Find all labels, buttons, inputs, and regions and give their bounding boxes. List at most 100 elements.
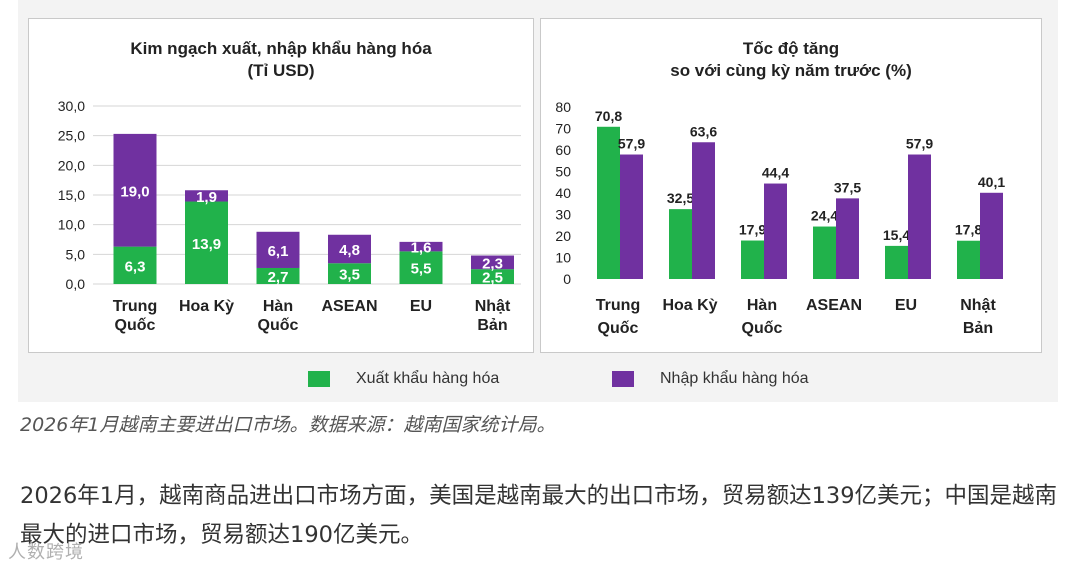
bar-value-label: 2,5 [482,270,503,287]
y-tick-label: 50 [555,164,571,180]
bar-import [185,190,228,202]
y-tick-label: 5,0 [66,246,86,262]
bar-export [328,263,371,284]
y-tick-label: 30 [555,207,571,223]
trade-value-stacked-bar-chart: 0,0 5,0 10,0 15,0 20,0 25,0 30,0 6,3 19,0 Trung Qu… [58,98,521,334]
x-category-label: ASEAN [806,297,862,314]
x-category-label: Nhật [960,297,996,314]
figure-caption: 2026年1月越南主要进出口市场。数据来源：越南国家统计局。 [20,414,556,436]
y-tick-label: 70 [555,121,571,137]
bar-value-label: 6,1 [268,243,289,260]
x-category-label: Bản [477,317,507,334]
legend-label-export: Xuất khẩu hàng hóa [356,370,500,387]
bar-export [741,240,764,279]
chart-title-right-line2: so với cùng kỳ năm trước (%) [670,61,912,80]
x-category-label: Bản [963,320,993,337]
bar-value-label: 6,3 [125,258,146,275]
y-tick-label: 0,0 [66,276,86,292]
bar-export [957,240,980,279]
x-category-label: Hoa Kỳ [662,297,717,314]
y-tick-label: 80 [555,99,571,115]
y-tick-label: 15,0 [58,187,85,203]
legend-swatch-export [308,371,330,387]
bar-value-label: 40,1 [978,174,1005,190]
watermark: 人数跨境 [8,542,84,563]
x-category-label: Quốc [115,317,156,334]
bar-value-label: 15,4 [883,227,910,243]
bar-value-label: 17,9 [739,222,766,238]
chart-title-right-line1: Tốc độ tăng [742,39,840,58]
y-tick-label: 25,0 [58,128,85,144]
bar-value-label: 57,9 [906,136,933,152]
bar-import [620,154,643,279]
y-tick-label: 20,0 [58,157,85,173]
bar-import [399,241,443,252]
x-category-label: Quốc [742,320,783,337]
x-category-label: EU [895,297,917,314]
bar-export [256,267,300,284]
y-tick-label: 40 [555,185,571,201]
bar-value-label: 44,4 [762,165,789,181]
bar-import [692,142,715,279]
bar-value-label: 2,7 [268,269,289,286]
bar-import [328,234,371,264]
bar-import [471,255,514,270]
bar-value-label: 63,6 [690,123,717,139]
x-category-label: Quốc [598,320,639,337]
bar-import [908,154,931,279]
bar-value-label: 2,3 [482,255,503,272]
legend-item-export: Xuất khẩu hàng hóa [308,370,499,388]
y-tick-label: 10,0 [58,217,85,233]
bar-export [813,226,836,279]
x-category-label: EU [410,298,432,315]
y-tick-label: 10 [555,250,571,266]
bar-value-label: 57,9 [618,136,645,152]
bar-export [597,126,620,279]
bar-import [764,183,787,279]
bar-export [113,246,157,284]
bar-value-label: 5,5 [411,261,432,278]
article-paragraph: 2026年1月，越南商品进出口市场方面，美国是越南最大的出口市场，贸易额达139… [20,483,1058,548]
bar-export [471,269,514,284]
bar-value-label: 32,5 [667,190,694,206]
legend-label-import: Nhập khẩu hàng hóa [660,370,809,387]
bar-value-label: 19,0 [120,183,149,200]
growth-rate-grouped-bar-chart: 0 10 20 30 40 50 60 70 80 70,8 57,9 Trung Quốc 32,5 63… [555,99,1005,337]
bar-value-label: 1,6 [411,240,432,257]
bar-value-label: 13,9 [192,236,221,253]
bar-value-label: 70,8 [595,108,622,124]
growth-rate-chart-panel: Tốc độ tăng so với cùng kỳ năm trước (%)… [540,18,1042,353]
y-tick-label: 30,0 [58,98,85,114]
y-tick-label: 60 [555,142,571,158]
bar-value-label: 17,8 [955,222,982,238]
bar-export [185,201,228,284]
legend-swatch-import [612,371,634,387]
y-tick-label: 0 [563,271,571,287]
bar-import [256,231,300,268]
x-category-label: Trung [113,298,157,315]
bar-import [113,133,157,247]
bar-value-label: 24,4 [811,208,838,224]
x-category-label: Hàn [747,297,777,314]
bar-export [399,251,443,284]
bar-value-label: 1,9 [196,189,217,206]
bar-export [669,209,692,279]
x-category-label: Trung [596,297,640,314]
x-category-label: Nhật [475,298,511,315]
chart-title-left-line1: Kim ngạch xuất, nhập khẩu hàng hóa [130,39,432,58]
y-tick-label: 20 [555,228,571,244]
bar-import [980,192,1003,279]
legend-item-import: Nhập khẩu hàng hóa [612,370,809,388]
bar-export [885,245,908,279]
trade-value-chart-panel: Kim ngạch xuất, nhập khẩu hàng hóa (Tỉ U… [28,18,534,353]
bar-value-label: 4,8 [339,242,360,259]
x-category-label: ASEAN [321,298,377,315]
bar-value-label: 37,5 [834,179,861,195]
chart-title-left-line2: (Tỉ USD) [247,61,315,80]
x-category-label: Hoa Kỳ [179,298,234,315]
x-category-label: Quốc [258,317,299,334]
chart-figure: Kim ngạch xuất, nhập khẩu hàng hóa (Tỉ U… [18,0,1058,402]
x-category-label: Hàn [263,298,293,315]
bar-value-label: 3,5 [339,267,360,284]
chart-legend: Xuất khẩu hàng hóa Nhập khẩu hàng hóa [18,362,1058,398]
